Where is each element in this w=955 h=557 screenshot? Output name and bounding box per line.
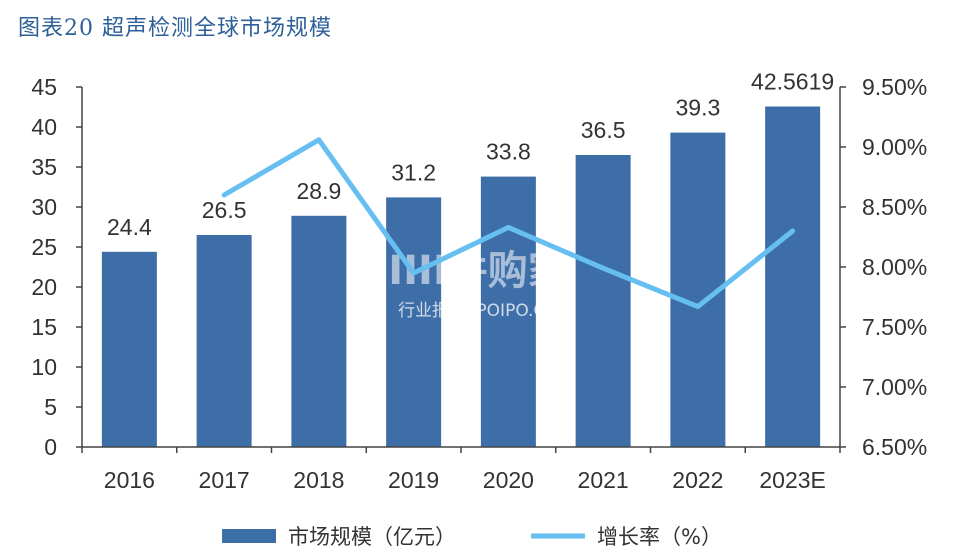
y-left-tick-label: 0 [44, 434, 57, 460]
y-left-tick-label: 5 [44, 394, 57, 420]
y-right-tick-label: 6.50% [862, 434, 927, 460]
x-tick-label: 2017 [199, 467, 250, 493]
y-left-tick-label: 20 [31, 274, 57, 300]
y-left-tick-label: 45 [31, 74, 57, 100]
bar-data-label: 26.5 [202, 197, 247, 223]
y-right-tick-label: 8.50% [862, 194, 927, 220]
bar-data-label: 31.2 [391, 159, 436, 185]
legend-line-label: 增长率（%） [597, 525, 722, 549]
bar-data-label: 39.3 [675, 95, 720, 121]
bar-2019 [386, 197, 442, 447]
data-labels-group: 24.4 26.5 28.9 31.2 33.8 36.5 39.3 42.5619 [107, 69, 834, 240]
y-right-tick-label: 8.00% [862, 254, 927, 280]
y-left-tick-label: 35 [31, 154, 57, 180]
bar-data-label: 33.8 [486, 139, 531, 165]
bar-2018 [291, 215, 347, 447]
y-right-tick-label: 9.00% [862, 134, 927, 160]
bar-2020 [480, 176, 536, 447]
x-tick-label: 2016 [104, 467, 155, 493]
x-tick-label: 2018 [293, 467, 344, 493]
growth-line-group [221, 137, 796, 310]
bar-data-label: 42.5619 [751, 69, 834, 95]
y-right-tick-label: 7.00% [862, 374, 927, 400]
bar-data-label: 24.4 [107, 214, 152, 240]
legend-bar-swatch [222, 529, 276, 543]
bar-2017 [196, 235, 252, 447]
y-left-tick-label: 30 [31, 194, 57, 220]
bar-data-label: 28.9 [296, 178, 341, 204]
x-tick-label: 2023E [759, 467, 826, 493]
legend-bar-label: 市场规模（亿元） [288, 525, 456, 549]
y-left-tick-label: 15 [31, 314, 57, 340]
x-tick-label: 2019 [388, 467, 439, 493]
bar-data-label: 36.5 [581, 117, 626, 143]
legend: 市场规模（亿元） 增长率（%） [222, 525, 722, 549]
x-tick-label: 2022 [672, 467, 723, 493]
y-right-tick-label: 9.50% [862, 74, 927, 100]
y-left-tick-label: 25 [31, 234, 57, 260]
y-right-tick-label: 7.50% [862, 314, 927, 340]
bars-group [101, 106, 821, 448]
watermark: IIII并购家 行业报告 IPOIPO.CN [388, 248, 568, 321]
growth-rate-line [221, 137, 796, 310]
bar-2016 [101, 251, 157, 447]
bar-2021 [575, 155, 631, 447]
x-tick-label: 2021 [578, 467, 629, 493]
y-left-tick-label: 10 [31, 354, 57, 380]
x-tick-label: 2020 [483, 467, 534, 493]
y-left-tick-label: 40 [31, 114, 57, 140]
figure-title: 图表20 超声检测全球市场规模 [18, 16, 332, 41]
axes-group: 0 5 10 15 20 25 30 35 40 45 6.50% 7.00% 7.50% 8.00% 8.… [31, 74, 927, 493]
bar-2023E [765, 106, 821, 448]
watermark-sub: 行业报告 IPOIPO.CN [398, 301, 558, 321]
